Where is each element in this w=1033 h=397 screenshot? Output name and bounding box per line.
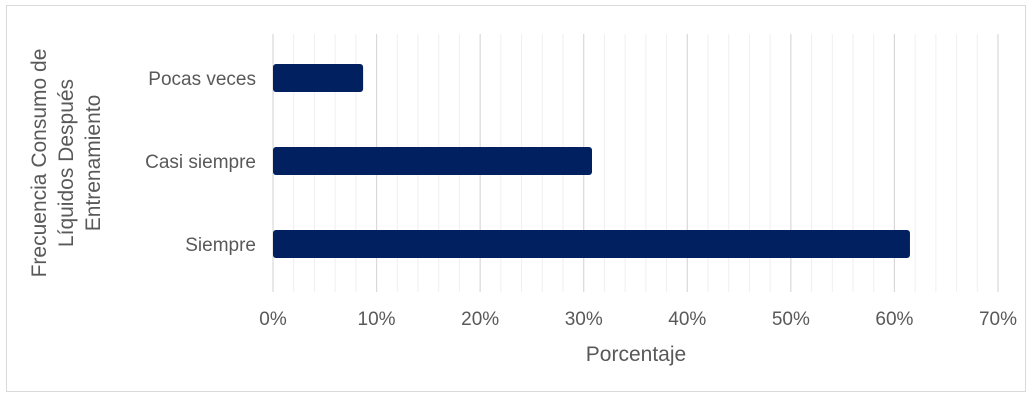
bar-casi-siempre bbox=[273, 147, 592, 175]
category-label: Casi siempre bbox=[145, 152, 256, 173]
y-axis-title-line: Entrenamiento bbox=[82, 95, 105, 232]
chart-frame bbox=[6, 5, 1026, 392]
x-tick-label: 10% bbox=[358, 309, 396, 330]
bar-siempre bbox=[273, 230, 910, 258]
x-axis-title: Porcentaje bbox=[586, 343, 686, 366]
x-tick-label: 70% bbox=[979, 309, 1017, 330]
bar-pocas-veces bbox=[273, 64, 364, 92]
category-labels: Pocas veces Casi siempre Siempre bbox=[145, 69, 256, 256]
category-label: Siempre bbox=[185, 235, 256, 256]
bars bbox=[273, 64, 910, 258]
y-axis-title: Frecuencia Consumo de Líquidos Después Ent… bbox=[28, 49, 105, 278]
y-axis-title-line: Líquidos Después bbox=[55, 79, 78, 247]
category-label: Pocas veces bbox=[148, 69, 256, 90]
x-tick-label: 0% bbox=[259, 309, 287, 330]
y-axis-title-line: Frecuencia Consumo de bbox=[28, 49, 51, 278]
x-tick-labels: 0% 10% 20% 30% 40% 50% 60% 70% bbox=[259, 309, 1017, 330]
x-tick-label: 60% bbox=[875, 309, 913, 330]
x-tick-label: 40% bbox=[668, 309, 706, 330]
x-tick-label: 30% bbox=[565, 309, 603, 330]
x-tick-label: 20% bbox=[461, 309, 499, 330]
x-tick-label: 50% bbox=[772, 309, 810, 330]
